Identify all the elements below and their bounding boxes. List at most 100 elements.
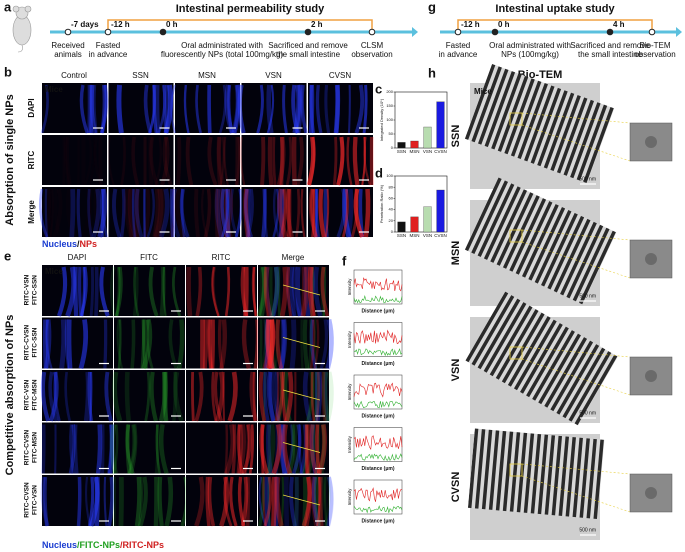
tissue-texture (300, 319, 304, 369)
tissue-texture (133, 266, 140, 317)
tissue-texture (44, 188, 49, 238)
tissue-texture (116, 319, 124, 369)
tissue-texture (216, 136, 222, 186)
tissue-texture (116, 84, 124, 134)
tissue-texture (314, 319, 317, 369)
tissue-texture (115, 266, 121, 317)
tissue-texture (264, 319, 268, 369)
x-tick-label: MSN (410, 149, 420, 154)
event-label: Bio-TEM (639, 41, 670, 50)
tissue-texture (124, 371, 131, 422)
tissue-texture (319, 319, 329, 369)
tissue-texture (274, 371, 280, 422)
tissue-texture (313, 476, 322, 527)
panel-label: a (4, 0, 12, 14)
tissue-texture (245, 188, 251, 238)
tissue-texture (315, 371, 323, 422)
event-label: the small intestine (578, 50, 643, 59)
mouse-icon (12, 5, 32, 53)
column-header: DAPI (68, 253, 87, 262)
tissue-texture (214, 188, 225, 238)
tissue-texture (207, 319, 213, 369)
panel-label: f (342, 253, 347, 268)
tissue-texture (73, 424, 79, 474)
row-label: RITC-CVSN (24, 430, 31, 466)
tissue-texture (315, 371, 320, 422)
tissue-texture (319, 424, 327, 474)
tissue-texture (253, 319, 260, 369)
tissue-texture (127, 424, 137, 474)
tissue-texture (168, 319, 178, 370)
event-label: NPs (100mg/kg) (501, 50, 559, 59)
tissue-texture (353, 188, 365, 238)
tissue-texture (223, 188, 233, 238)
tissue-texture (84, 476, 92, 527)
tissue-texture (279, 319, 286, 369)
y-axis-label: Intensity (347, 278, 352, 296)
event-label: the small intestine (276, 50, 341, 59)
tissue-texture (134, 188, 144, 238)
tissue-texture (148, 84, 156, 134)
tissue-texture (275, 319, 284, 369)
column-header: RITC (212, 253, 231, 262)
profile-trace (353, 382, 403, 398)
profile-line (282, 337, 321, 348)
tissue-texture (231, 424, 237, 474)
tissue-texture (244, 188, 254, 238)
tissue-texture (205, 476, 211, 527)
tissue-texture (277, 188, 289, 238)
tissue-texture (293, 476, 300, 527)
x-tick-label: VSN (423, 233, 432, 238)
tissue-texture (307, 319, 313, 369)
row-label: RITC-VSN (24, 379, 31, 410)
tissue-texture (164, 476, 174, 527)
event-label: Oral administrated with (489, 41, 571, 50)
tissue-texture (79, 84, 89, 134)
legend-entry: Nucleus (42, 540, 77, 550)
tissue-texture (83, 371, 91, 422)
tissue-texture (315, 84, 323, 134)
tissue-texture (308, 188, 318, 238)
y-tick-label: 100 (386, 117, 393, 122)
tissue-texture (73, 266, 79, 317)
tissue-texture (272, 188, 280, 238)
timeline-point (368, 28, 376, 36)
timeline-point (648, 28, 656, 36)
tissue-texture (300, 84, 308, 134)
tissue-texture (156, 188, 165, 238)
tissue-texture (235, 136, 241, 186)
row-label: FITC-VSN (32, 485, 39, 515)
tissue-texture (148, 266, 159, 317)
scale-label: 500 nm (579, 176, 596, 182)
tissue-texture (320, 266, 330, 317)
event-label: Fasted (446, 41, 470, 50)
tissue-texture (131, 188, 136, 238)
x-axis-label: Distance (μm) (361, 518, 394, 524)
column-header: CVSN (329, 71, 351, 80)
event-label: CLSM (361, 41, 384, 50)
timeline-point (64, 28, 72, 36)
timeline-arrow (676, 27, 682, 37)
tissue-texture (315, 424, 321, 474)
micrograph (258, 370, 329, 421)
micrograph (241, 135, 307, 185)
tissue-texture (89, 266, 95, 317)
particle (645, 136, 657, 148)
side-title: Competitive absorption of NPs (4, 315, 16, 476)
column-header: FITC (140, 253, 158, 262)
tissue-texture (158, 188, 170, 238)
tissue-texture (267, 136, 274, 186)
tissue-texture (43, 319, 52, 369)
tissue-texture (203, 188, 212, 238)
tissue-texture (76, 188, 82, 238)
row-label: Merge (27, 200, 36, 224)
tissue-texture (285, 136, 293, 186)
tissue-texture (194, 371, 204, 422)
x-tick-label: SSN (397, 233, 406, 238)
tissue-texture (264, 319, 275, 370)
tissue-texture (361, 136, 367, 186)
tissue-texture (195, 84, 202, 134)
tissue-texture (265, 319, 274, 369)
tissue-texture (322, 266, 327, 317)
tissue-texture (265, 319, 276, 370)
